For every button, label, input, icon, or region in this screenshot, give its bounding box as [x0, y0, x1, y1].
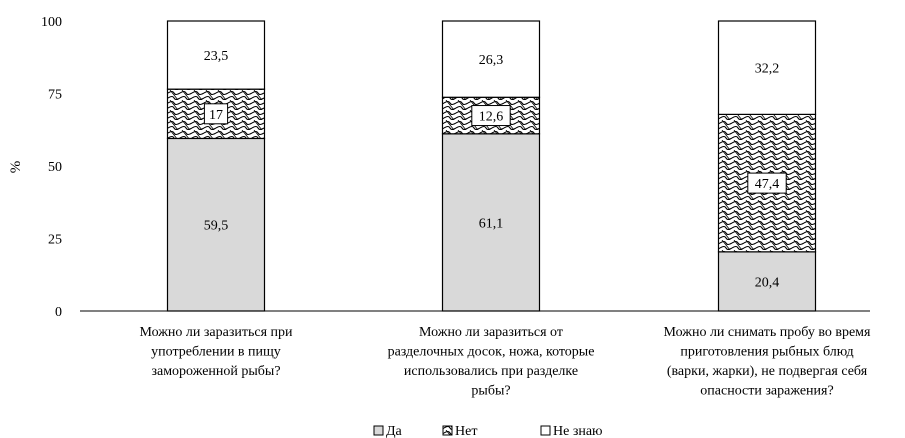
- category-label: использовались при разделке: [404, 364, 578, 379]
- legend-label: Не знаю: [553, 424, 603, 438]
- legend-label: Нет: [455, 424, 477, 438]
- data-label: 59,5: [204, 219, 229, 234]
- data-label: 20,4: [755, 275, 780, 290]
- data-label: 26,3: [479, 53, 504, 68]
- data-label: 32,2: [755, 62, 780, 77]
- data-label-box: [471, 105, 511, 127]
- bar-segment: [717, 251, 817, 312]
- y-tick-label: 0: [55, 305, 62, 320]
- data-label: 12,6: [479, 110, 504, 125]
- data-label: 17: [209, 108, 223, 123]
- category-label: приготовления рыбных блюд: [680, 345, 853, 360]
- category-label: рыбы?: [471, 384, 510, 399]
- bar-segment: [166, 20, 266, 90]
- category-label: Можно ли заразиться при: [139, 325, 293, 340]
- data-label: 61,1: [479, 216, 504, 231]
- y-tick-label: 50: [48, 160, 62, 175]
- bar-segment: [166, 137, 266, 312]
- x-axis: Можно ли заразиться при употреблении в пи…: [80, 310, 871, 399]
- legend-swatch: [540, 425, 551, 436]
- y-axis: 0 25 50 75 100: [41, 15, 62, 320]
- bar-segment: [441, 20, 541, 98]
- bar-segment: [441, 133, 541, 312]
- category-label: употреблении в пищу: [151, 345, 281, 360]
- legend: Да Нет Не знаю: [373, 424, 603, 438]
- y-tick-label: 75: [48, 88, 62, 103]
- legend-label: Да: [386, 424, 403, 438]
- y-axis-label: %: [8, 161, 24, 174]
- category-label: разделочных досок, ножа, которые: [388, 345, 595, 360]
- bars: 59,5 17 23,5 61,1 12,6 26,3 20,4 47,4 32,2: [166, 20, 817, 312]
- y-tick-label: 25: [48, 233, 62, 248]
- category-label: Можно ли заразиться от: [419, 325, 563, 340]
- legend-swatch: [442, 425, 453, 436]
- category-label: Можно ли снимать пробу во время: [664, 325, 871, 340]
- data-label: 23,5: [204, 49, 229, 64]
- bar-segment: [717, 20, 817, 115]
- y-tick-label: 100: [41, 15, 62, 30]
- category-label: замороженной рыбы?: [151, 364, 280, 379]
- category-label: (варки, жарки), не подвергая себя: [667, 364, 868, 379]
- data-label-box: [203, 103, 229, 125]
- data-label: 47,4: [755, 177, 780, 192]
- data-label-box: [747, 172, 787, 194]
- legend-swatch: [373, 425, 384, 436]
- category-label: опасности заражения?: [700, 384, 833, 399]
